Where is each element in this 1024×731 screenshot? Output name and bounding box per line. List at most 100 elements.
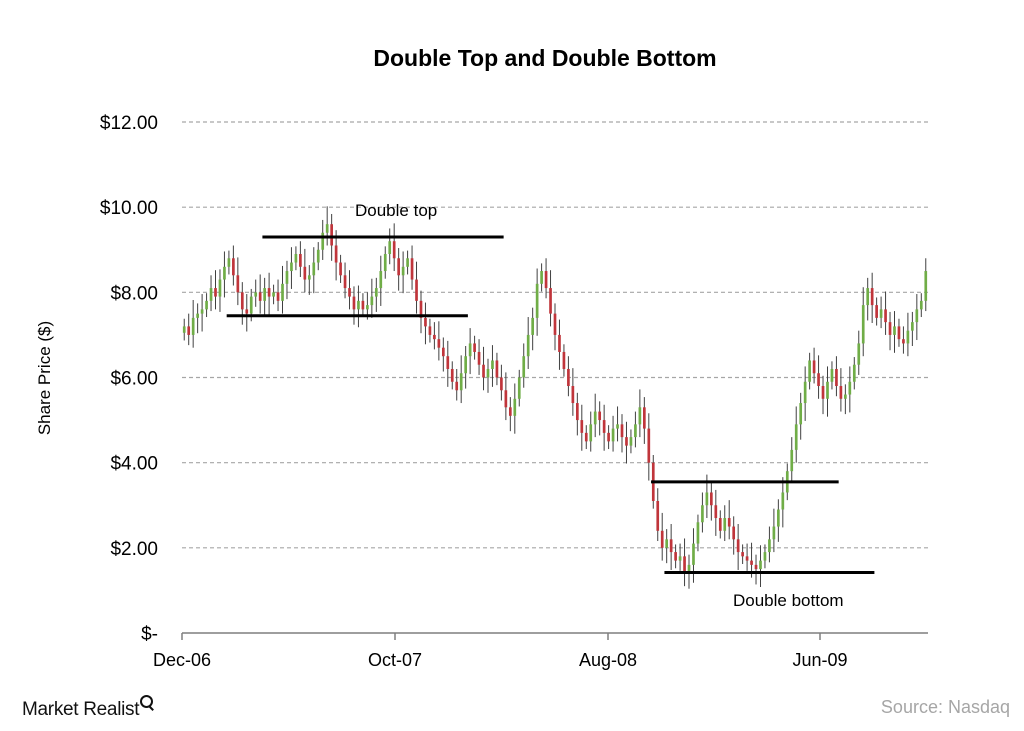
candle-body: [683, 556, 686, 574]
candle-body: [902, 339, 905, 344]
x-axis: Dec-06 Oct-07 Aug-08 Jun-09: [153, 632, 928, 670]
candle-body: [830, 368, 834, 382]
candle-body: [401, 266, 405, 276]
candle-body: [911, 322, 914, 331]
candle-body: [678, 556, 682, 561]
candle-body: [263, 288, 266, 301]
candle-body: [611, 428, 615, 442]
candle-body: [687, 564, 691, 574]
candle-body: [325, 224, 329, 233]
candle-body: [357, 300, 360, 310]
candle-body: [504, 390, 508, 408]
candle-body: [410, 258, 414, 280]
candle-body: [817, 373, 820, 387]
candle-body: [808, 360, 811, 382]
source-note: Source: Nasdaq: [880, 697, 1010, 717]
candle-body: [459, 373, 463, 391]
candle-body: [553, 313, 557, 335]
candle-body: [665, 539, 669, 548]
brand-name: Market Realist: [22, 699, 140, 720]
candle-body: [710, 492, 713, 506]
candle-body: [741, 552, 744, 557]
candle-body: [245, 309, 249, 314]
candle-body: [593, 411, 597, 425]
candle-body: [790, 449, 794, 472]
candle-body: [696, 522, 700, 544]
candle-body: [540, 271, 543, 284]
candle-body: [352, 296, 356, 310]
brand-logo: Market Realist: [22, 695, 155, 721]
candle-body: [397, 258, 400, 276]
candle-body: [374, 288, 378, 297]
candle-body: [361, 300, 365, 310]
candle-body: [254, 292, 258, 297]
candle-body: [258, 292, 262, 301]
candle-body: [299, 254, 302, 267]
candle-body: [330, 224, 333, 246]
candle-body: [736, 539, 740, 553]
candle-body: [866, 288, 870, 306]
candle-body: [428, 326, 432, 335]
candle-body: [424, 317, 427, 327]
candle-body: [580, 420, 584, 433]
y-axis-label: Share Price ($): [35, 321, 54, 435]
candle-body: [406, 258, 409, 267]
y-tick-label: $4.00: [110, 454, 158, 475]
candle-body: [745, 556, 749, 561]
candle-body: [522, 356, 526, 378]
candle-body: [249, 296, 253, 314]
candle-body: [446, 356, 450, 369]
candle-body: [647, 428, 651, 463]
candle-body: [897, 326, 901, 340]
candle-body: [875, 305, 878, 318]
y-tick-label: $8.00: [110, 283, 158, 304]
candle-body: [508, 407, 512, 416]
candle-body: [450, 368, 454, 382]
candle-body: [884, 309, 887, 323]
candle-body: [526, 334, 530, 357]
candle-body: [844, 394, 847, 399]
candle-body: [531, 317, 535, 335]
candle-body: [558, 334, 561, 352]
candle-body: [218, 279, 222, 297]
chart-title: Double Top and Double Bottom: [373, 45, 716, 71]
candle-body: [482, 364, 485, 378]
y-tick-label: $10.00: [100, 198, 158, 219]
candle-body: [772, 526, 776, 540]
candle-body: [214, 288, 217, 297]
candle-body: [205, 300, 208, 310]
y-tick-label: $12.00: [100, 113, 158, 134]
x-tick-label: Jun-09: [792, 650, 847, 670]
candle-body: [888, 322, 892, 335]
candle-body: [513, 398, 517, 416]
candle-body: [777, 509, 780, 527]
candle-body: [924, 271, 928, 301]
x-tick-label: Dec-06: [153, 650, 211, 670]
double-bottom-label: Double bottom: [733, 591, 844, 610]
candle-body: [535, 283, 539, 318]
candle-body: [227, 258, 231, 267]
candle-body: [839, 386, 843, 399]
candle-body: [182, 326, 186, 333]
candle-body: [334, 245, 338, 263]
candle-body: [379, 271, 383, 289]
candle-body: [674, 552, 677, 561]
candle-body: [638, 407, 642, 425]
candle-body: [852, 364, 856, 382]
candle-body: [848, 381, 852, 395]
candle-body: [634, 424, 637, 438]
candle-body: [567, 368, 570, 387]
candle-body: [437, 339, 441, 348]
candle-body: [240, 292, 244, 310]
candle-body: [562, 351, 566, 369]
y-tick-label: $-: [141, 624, 158, 645]
candle-body: [781, 492, 785, 510]
candle-body: [290, 262, 293, 272]
candle-body: [656, 500, 660, 531]
candle-body: [196, 313, 199, 318]
candle-body: [714, 505, 718, 519]
candle-body: [732, 526, 736, 540]
candle-body: [285, 271, 289, 284]
candle-body: [616, 424, 619, 429]
y-axis-ticks: $- $2.00 $4.00 $6.00 $8.00 $10.00 $12.00: [100, 113, 158, 645]
